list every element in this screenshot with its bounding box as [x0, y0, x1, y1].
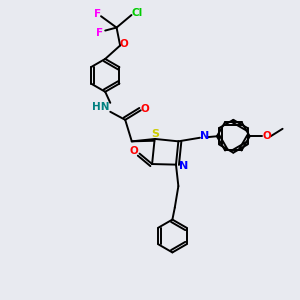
Text: O: O [129, 146, 138, 156]
Text: N: N [200, 131, 209, 141]
Text: HN: HN [92, 102, 110, 112]
Text: O: O [119, 39, 128, 49]
Text: Cl: Cl [131, 8, 142, 18]
Text: F: F [96, 28, 103, 38]
Text: O: O [262, 131, 271, 141]
Text: O: O [141, 104, 150, 114]
Text: S: S [152, 129, 160, 139]
Text: F: F [94, 9, 101, 19]
Text: N: N [179, 161, 188, 171]
